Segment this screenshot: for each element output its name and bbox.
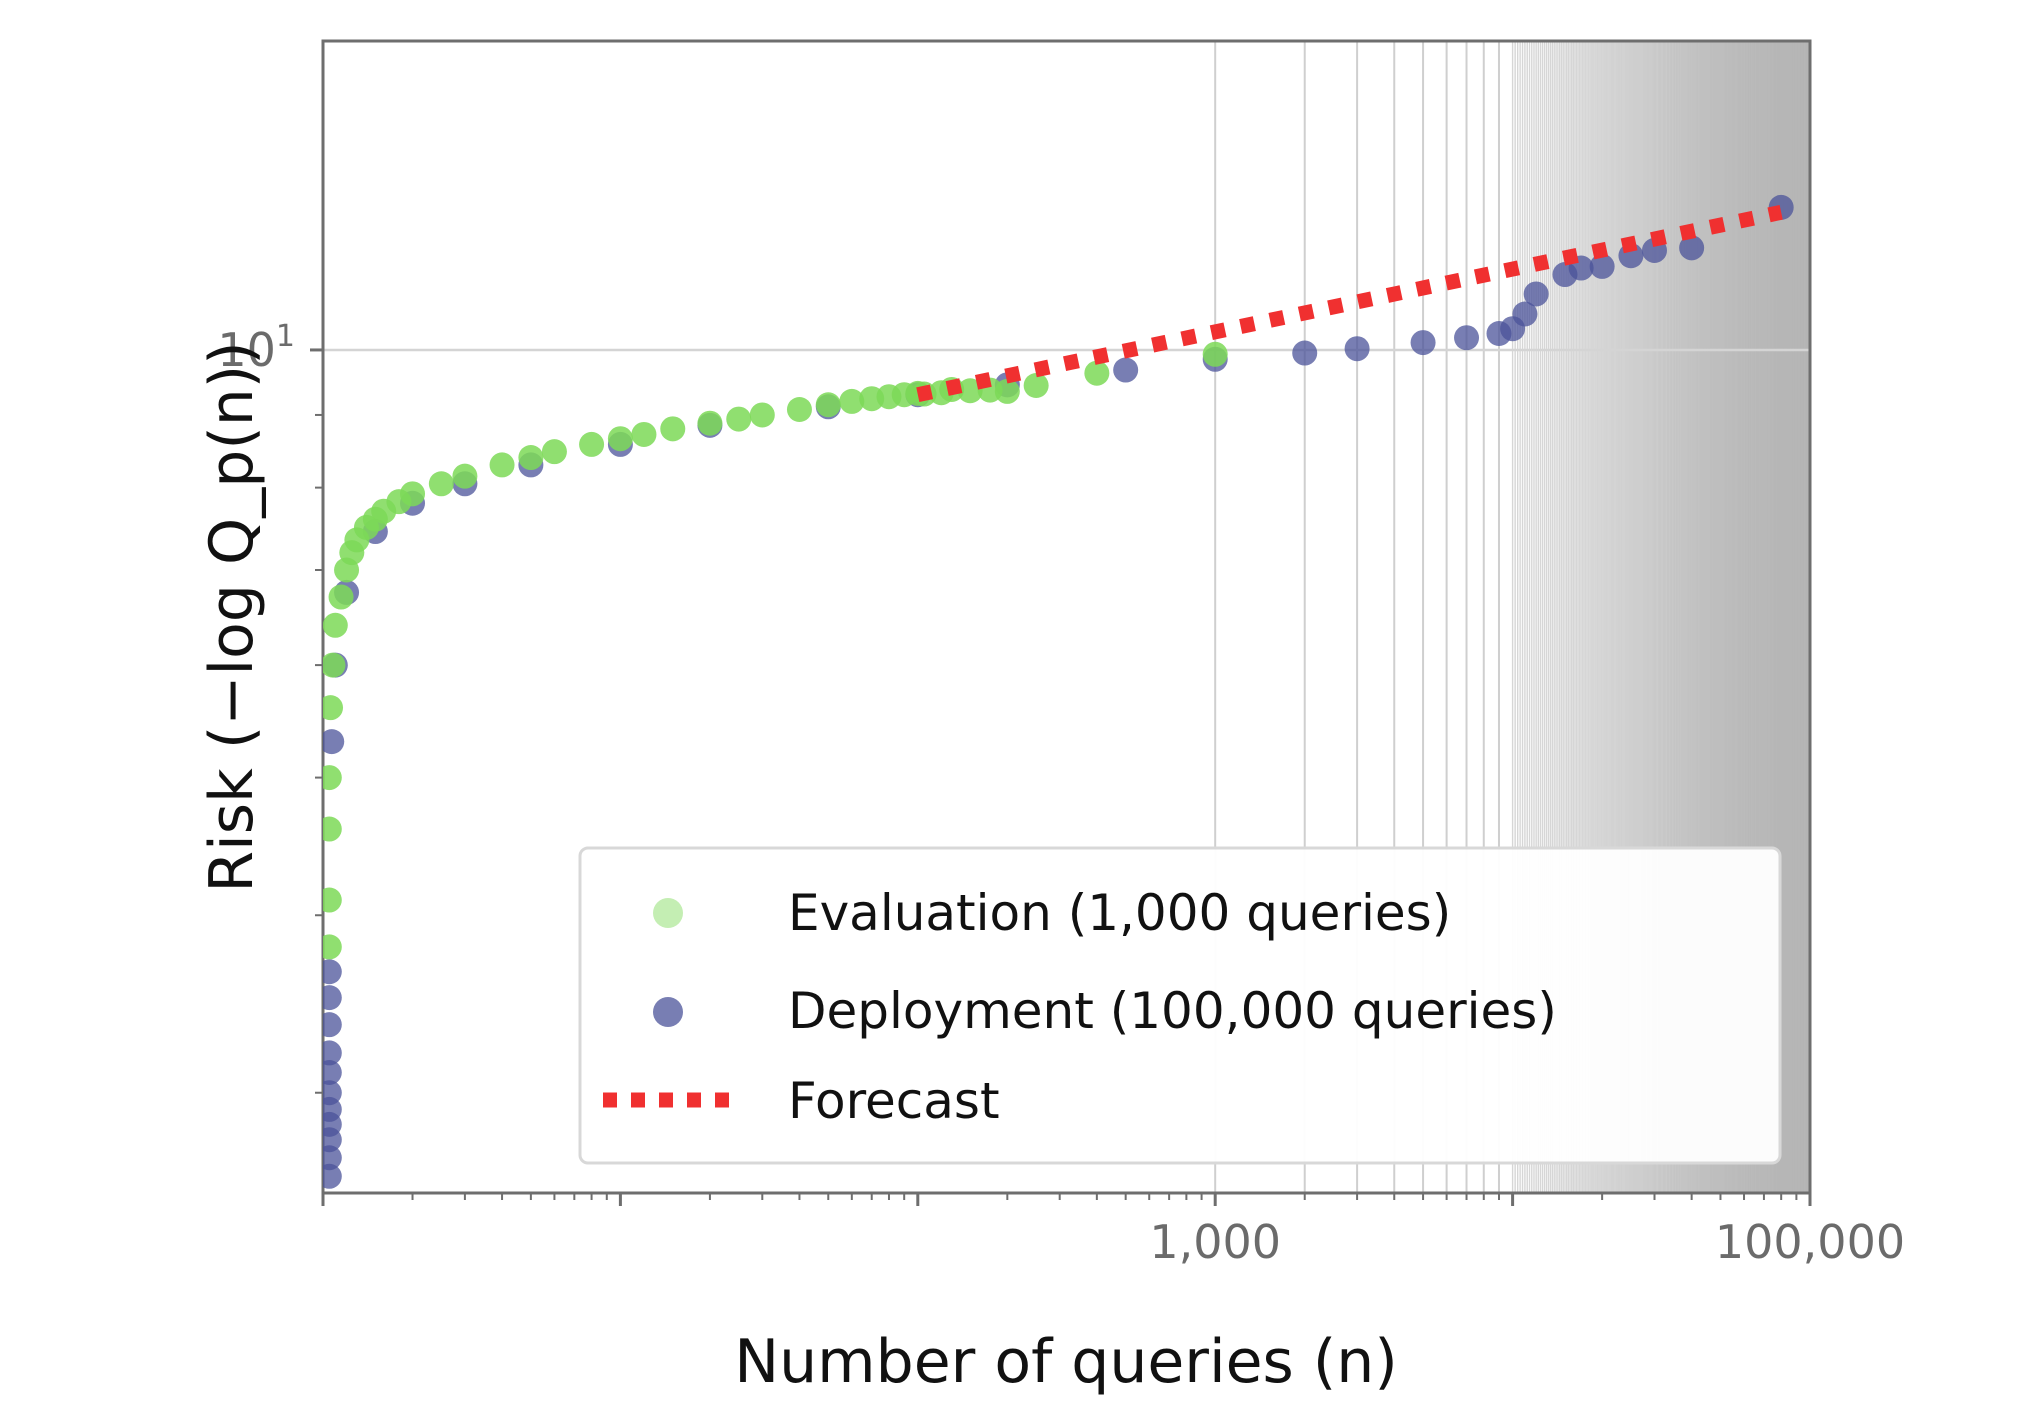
deployment-point xyxy=(323,959,342,985)
deployment-point xyxy=(323,729,345,755)
points-layer xyxy=(323,194,1794,1189)
evaluation-point xyxy=(452,463,478,489)
evaluation-point xyxy=(323,695,344,721)
legend: Evaluation (1,000 queries) Deployment (1… xyxy=(578,846,1782,1165)
evaluation-point xyxy=(786,396,812,422)
y-axis-title: Risk (−log Q_p(n)) xyxy=(197,341,267,892)
evaluation-point xyxy=(489,452,515,478)
evaluation-point xyxy=(428,471,454,497)
x-tick-label: 100,000 xyxy=(1715,1215,1905,1269)
deployment-point xyxy=(1523,281,1549,307)
evaluation-point xyxy=(323,765,342,791)
deployment-point xyxy=(1512,301,1538,327)
x-axis-title: Number of queries (n) xyxy=(734,1327,1397,1397)
x-tick-label: 1,000 xyxy=(1149,1215,1281,1269)
evaluation-point xyxy=(400,481,426,507)
evaluation-point xyxy=(815,392,841,418)
evaluation-point xyxy=(323,887,342,913)
deployment-point xyxy=(1589,253,1615,279)
evaluation-point xyxy=(1202,341,1228,367)
evaluation-point xyxy=(839,388,865,414)
deployment-point xyxy=(1113,357,1139,383)
deployment-point xyxy=(323,1060,342,1086)
evaluation-point xyxy=(328,584,354,610)
evaluation-point xyxy=(323,816,342,842)
evaluation-point xyxy=(1023,373,1049,399)
evaluation-point xyxy=(323,612,348,638)
axes-layer xyxy=(310,39,1812,1206)
evaluation-point xyxy=(726,406,752,432)
deployment-point xyxy=(323,1012,342,1038)
tick-labels: 1,000 100,000 101 xyxy=(217,319,1905,1269)
evaluation-point xyxy=(749,402,775,428)
legend-label-forecast: Forecast xyxy=(788,1072,1000,1130)
evaluation-point xyxy=(660,416,686,442)
legend-label-deployment: Deployment (100,000 queries) xyxy=(788,982,1557,1040)
legend-marker-deployment xyxy=(653,997,683,1027)
plot-frame xyxy=(321,39,1812,1195)
deployment-point xyxy=(1454,325,1480,351)
deployment-point xyxy=(1344,336,1370,362)
evaluation-point xyxy=(607,426,633,452)
evaluation-point xyxy=(1084,360,1110,386)
y-tick-label: 101 xyxy=(217,319,295,377)
evaluation-point xyxy=(957,378,983,404)
evaluation-point xyxy=(579,431,605,457)
deployment-point xyxy=(323,985,342,1011)
evaluation-point xyxy=(518,445,544,471)
deployment-point xyxy=(1679,235,1705,261)
legend-label-evaluation: Evaluation (1,000 queries) xyxy=(788,884,1451,942)
legend-marker-evaluation xyxy=(653,898,683,928)
deployment-point xyxy=(323,1040,342,1066)
evaluation-point xyxy=(994,378,1020,404)
evaluation-point xyxy=(323,934,342,960)
deployment-point xyxy=(323,1080,342,1106)
deployment-point xyxy=(1410,330,1436,356)
evaluation-point xyxy=(541,439,567,465)
evaluation-point xyxy=(697,410,723,436)
evaluation-point xyxy=(323,652,346,678)
evaluation-point xyxy=(631,421,657,447)
deployment-point xyxy=(1292,340,1318,366)
legend-box xyxy=(578,846,1782,1165)
